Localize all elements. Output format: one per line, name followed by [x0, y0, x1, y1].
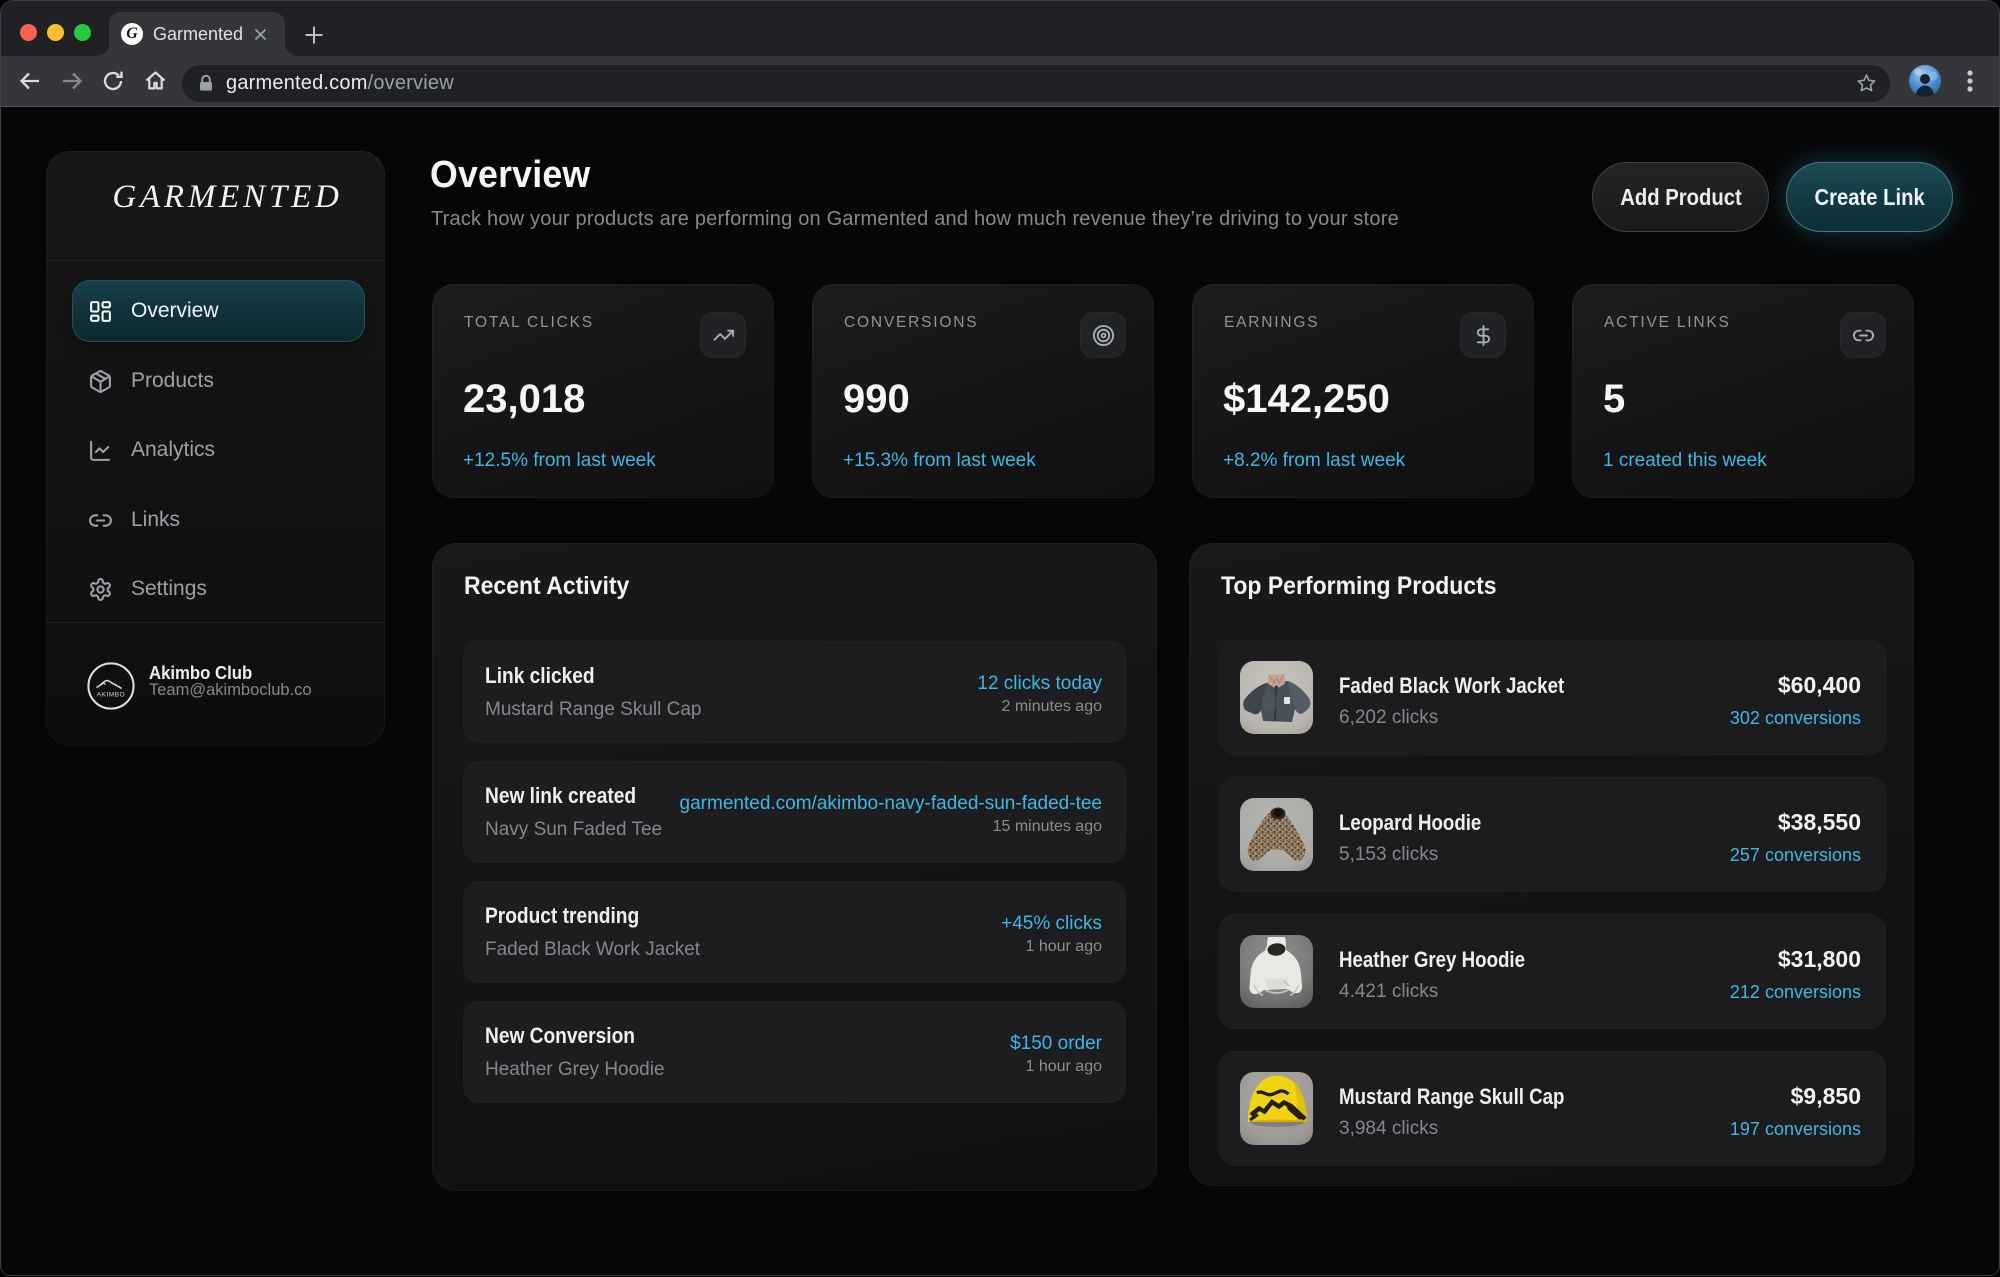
svg-text:AKIMBO: AKIMBO	[97, 692, 125, 699]
